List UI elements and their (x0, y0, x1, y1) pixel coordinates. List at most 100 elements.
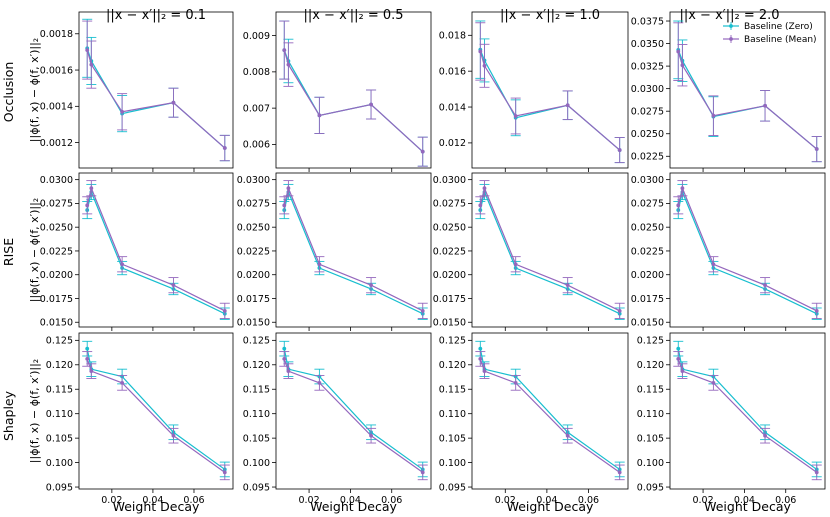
y-tick-label: 0.125 (637, 336, 664, 347)
data-point (89, 369, 94, 374)
x-tick-label: 0.04 (734, 495, 755, 506)
data-point (763, 103, 767, 108)
data-point (282, 357, 287, 361)
data-point (680, 186, 685, 191)
series-line-mean (283, 358, 424, 473)
series-line-zero (677, 190, 817, 315)
series-line-mean (479, 358, 621, 473)
y-tick-label: 0.007 (243, 103, 270, 114)
y-tick-label: 0.095 (439, 482, 466, 493)
y-tick-label: 0.0250 (631, 129, 664, 140)
y-tick-label: 0.115 (637, 385, 664, 396)
y-tick-label: 0.095 (637, 482, 664, 493)
data-point (617, 308, 622, 313)
series-line-mean (677, 186, 817, 312)
data-point (282, 203, 287, 208)
data-point (120, 380, 125, 385)
data-point (513, 380, 518, 385)
data-point (680, 63, 685, 68)
data-point (478, 203, 483, 208)
panel-2-2: 0.0150 0.0175 0.0200 0.0225 0.0250 0.0275 0.03… (237, 172, 432, 331)
axes-frame (471, 172, 629, 328)
y-tick-label: 0.0325 (631, 61, 664, 72)
panel-3-1: 0.095 0.100 0.105 0.110 0.115 0.120 0.125 0.02 0… (28, 332, 234, 514)
axes-frame (669, 172, 826, 328)
y-tick-label: 0.105 (46, 433, 73, 444)
y-tick-label: 0.012 (439, 138, 466, 149)
data-point (478, 346, 483, 351)
data-point (317, 380, 322, 385)
data-point (482, 369, 487, 374)
x-tick-label: 0.06 (775, 495, 796, 506)
y-tick-label: 0.120 (439, 360, 466, 371)
data-point (120, 109, 125, 114)
col-title-1: ||x − x′||₂ = 0.1 (106, 8, 206, 23)
y-axis-label: ||ϕ(f, x) − ϕ(f, x′)||₂ (28, 198, 41, 302)
axes-frame (275, 11, 432, 169)
data-point (282, 346, 287, 351)
y-tick-label: 0.0300 (40, 175, 73, 186)
y-tick-label: 0.120 (637, 360, 664, 371)
col-title-2: ||x − x′||₂ = 0.5 (303, 8, 403, 23)
series-line-mean (479, 186, 620, 312)
col-title-4: ||x − x′||₂ = 2.0 (679, 8, 779, 23)
y-tick-label: 0.125 (439, 336, 466, 347)
y-tick-label: 0.100 (243, 458, 270, 469)
data-point (282, 48, 287, 52)
data-point (171, 433, 176, 438)
y-tick-label: 0.0200 (433, 270, 466, 281)
x-axis-label: Weight Decay (704, 499, 791, 514)
data-point (120, 262, 125, 267)
x-tick-label: 0.04 (536, 495, 557, 506)
y-tick-label: 0.0225 (631, 152, 664, 163)
data-point (369, 283, 373, 288)
y-tick-label: 0.115 (243, 385, 270, 396)
legend-swatch-marker (729, 37, 733, 41)
y-tick-label: 0.0225 (433, 246, 466, 257)
axes-frame (78, 11, 234, 169)
y-tick-label: 0.105 (637, 433, 664, 444)
series-line-mean (283, 186, 423, 312)
panel-3-2: 0.095 0.100 0.105 0.110 0.115 0.120 0.125 0.02 0… (243, 332, 432, 514)
series-line-zero (86, 48, 226, 149)
y-tick-label: 0.100 (46, 458, 73, 469)
y-axis-label: ||ϕ(f, x) − ϕ(f, x′)||₂ (28, 38, 41, 142)
col-title-3: ||x − x′||₂ = 1.0 (500, 8, 600, 23)
data-point (763, 283, 767, 288)
data-point (763, 433, 767, 438)
row-label-shapley: Shapley (1, 390, 16, 441)
data-point (565, 283, 570, 288)
data-point (814, 308, 819, 313)
y-tick-label: 0.105 (439, 433, 466, 444)
y-axis-label: ||ϕ(f, x) − ϕ(f, x′)||₂ (28, 359, 41, 463)
x-tick-label: 0.02 (298, 495, 319, 506)
y-tick-label: 0.0200 (631, 270, 664, 281)
data-point (286, 62, 291, 67)
y-tick-label: 0.0375 (631, 16, 664, 27)
data-point (222, 146, 227, 150)
data-point (85, 346, 90, 351)
y-tick-label: 0.0175 (40, 294, 73, 305)
data-point (482, 186, 487, 191)
data-point (222, 308, 227, 313)
y-tick-label: 0.110 (439, 409, 466, 420)
data-point (814, 147, 819, 151)
data-point (85, 203, 90, 208)
series-line-zero (86, 348, 226, 470)
data-point (617, 148, 622, 152)
x-tick-label: 0.02 (495, 495, 516, 506)
y-tick-label: 0.0016 (40, 65, 73, 76)
panel-1-4: 0.0225 0.0250 0.0275 0.0300 0.0325 0.0350 0.03… (631, 11, 826, 172)
data-point (171, 100, 176, 105)
y-tick-label: 0.0175 (433, 294, 466, 305)
data-point (369, 433, 373, 438)
y-tick-label: 0.018 (439, 31, 466, 42)
y-tick-label: 0.014 (439, 102, 466, 113)
y-tick-label: 0.110 (637, 409, 664, 420)
panel-2-4: 0.0150 0.0175 0.0200 0.0225 0.0250 0.0275 0.03… (631, 172, 826, 331)
data-point (814, 470, 819, 475)
data-point (680, 369, 685, 374)
data-point (89, 186, 94, 191)
data-point (478, 49, 483, 54)
